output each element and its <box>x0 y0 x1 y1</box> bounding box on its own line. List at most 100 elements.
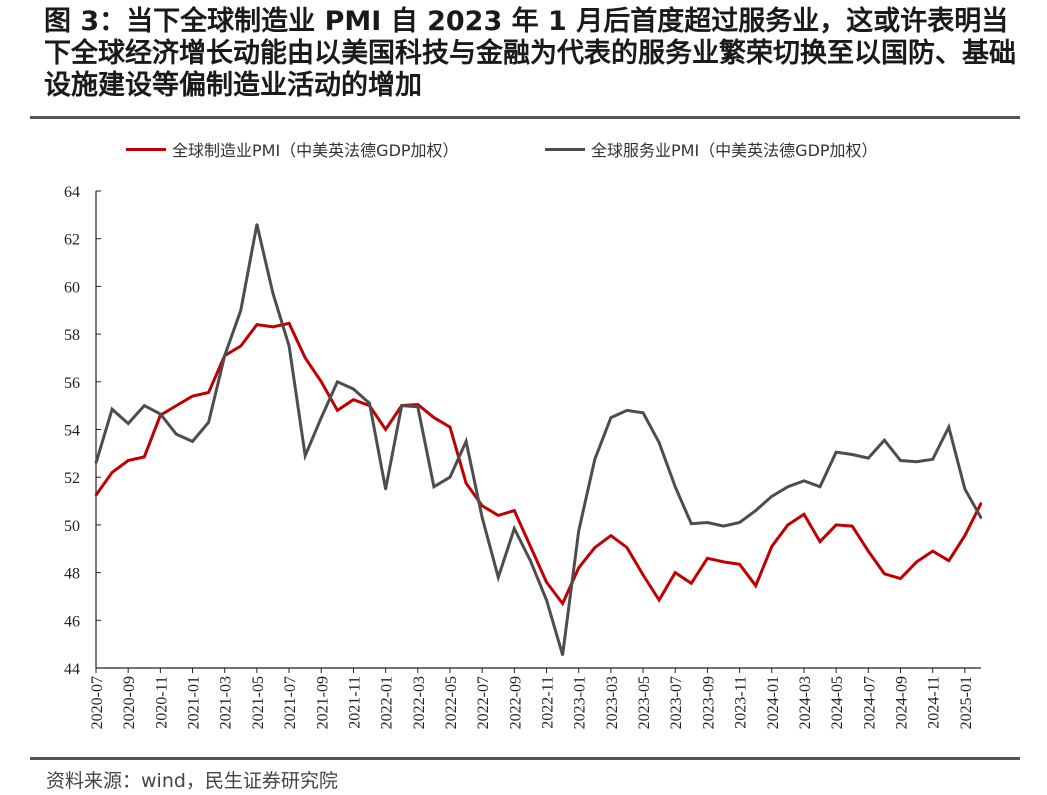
data-point-services <box>110 408 114 411</box>
y-tick-label: 52 <box>64 470 80 487</box>
x-tick-label: 2021-05 <box>250 676 267 729</box>
data-point-manufacturing <box>802 512 806 516</box>
chart-title: 图 3：当下全球制造业 PMI 自 2023 年 1 月后首度超过服务业，这或许… <box>44 6 1016 101</box>
x-tick-label: 2024-03 <box>797 676 814 729</box>
legend-item-services: 全球服务业PMI（中美英法德GDP加权） <box>545 137 878 161</box>
data-point-manufacturing <box>899 577 902 580</box>
data-point-services <box>416 405 419 409</box>
data-point-services <box>979 516 983 519</box>
data-point-manufacturing <box>175 404 178 407</box>
data-point-manufacturing <box>384 428 387 431</box>
data-point-manufacturing <box>497 514 500 517</box>
data-point-services <box>802 479 806 482</box>
data-point-manufacturing <box>287 322 291 325</box>
data-point-manufacturing <box>867 549 870 553</box>
data-point-services <box>159 412 162 416</box>
x-tick-label: 2020-07 <box>89 676 106 729</box>
series-line-services <box>94 224 983 656</box>
data-point-services <box>947 425 950 429</box>
data-point-manufacturing <box>818 540 822 543</box>
data-point-services <box>480 516 484 519</box>
title-rule <box>30 116 1020 119</box>
data-point-services <box>223 354 226 357</box>
data-point-services <box>464 440 468 443</box>
x-tick-label: 2020-11 <box>153 676 170 729</box>
data-point-services <box>690 522 693 525</box>
x-tick-label: 2020-09 <box>121 676 138 729</box>
data-point-services <box>143 404 146 407</box>
legend-swatch-services <box>545 147 585 151</box>
x-tick-label: 2023-05 <box>636 676 653 729</box>
x-tick-label: 2021-03 <box>218 676 235 729</box>
data-point-services <box>303 454 307 457</box>
data-point-manufacturing <box>545 580 548 584</box>
data-point-services <box>529 559 532 562</box>
series-line-manufacturing <box>94 321 983 607</box>
y-tick-label: 56 <box>64 375 80 392</box>
data-point-services <box>818 485 822 488</box>
data-point-services <box>191 440 194 443</box>
y-tick-label: 58 <box>64 327 80 344</box>
data-point-services <box>271 292 275 295</box>
data-point-manufacturing <box>239 344 243 348</box>
data-point-manufacturing <box>706 557 709 560</box>
y-tick-label: 60 <box>64 279 80 296</box>
x-tick-label: 2024-09 <box>894 676 911 729</box>
data-point-services <box>497 576 500 579</box>
x-tick-label: 2022-05 <box>443 676 460 729</box>
data-point-manufacturing <box>110 471 114 474</box>
data-point-services <box>336 380 339 383</box>
data-point-services <box>126 422 130 425</box>
data-point-services <box>834 450 838 454</box>
data-point-manufacturing <box>674 571 677 574</box>
x-tick-label: 2022-09 <box>507 676 524 729</box>
data-point-services <box>384 487 387 491</box>
data-point-services <box>770 495 773 498</box>
x-tick-label: 2023-11 <box>733 676 750 729</box>
data-point-manufacturing <box>191 394 194 398</box>
data-point-services <box>175 433 178 436</box>
y-tick-label: 50 <box>64 518 80 535</box>
data-point-services <box>722 524 725 528</box>
data-point-manufacturing <box>609 534 613 537</box>
data-point-services <box>320 416 323 419</box>
data-point-manufacturing <box>770 545 773 548</box>
data-point-manufacturing <box>126 459 130 462</box>
data-point-manufacturing <box>931 549 934 553</box>
data-point-services <box>352 387 355 391</box>
x-tick-label: 2022-01 <box>379 676 396 729</box>
data-point-manufacturing <box>529 545 532 548</box>
x-tick-label: 2023-09 <box>700 676 717 729</box>
data-point-services <box>931 458 934 461</box>
data-point-services <box>368 402 371 405</box>
data-point-manufacturing <box>480 504 484 508</box>
legend-label-services: 全球服务业PMI（中美英法德GDP加权） <box>591 141 878 160</box>
data-point-manufacturing <box>464 481 468 485</box>
legend-item-manufacturing: 全球制造业PMI（中美英法德GDP加权） <box>126 137 459 161</box>
data-point-manufacturing <box>271 325 275 329</box>
data-point-manufacturing <box>416 403 419 406</box>
data-point-manufacturing <box>577 566 580 570</box>
data-point-services <box>207 421 210 424</box>
data-point-services <box>786 485 790 488</box>
data-point-manufacturing <box>94 493 98 497</box>
data-point-manufacturing <box>561 602 564 605</box>
data-point-manufacturing <box>207 391 210 394</box>
data-point-manufacturing <box>738 563 741 566</box>
y-tick-label: 44 <box>64 661 80 678</box>
legend-swatch-manufacturing <box>126 147 166 151</box>
x-tick-label: 2023-01 <box>572 676 589 729</box>
data-point-manufacturing <box>593 546 596 549</box>
legend: 全球制造业PMI（中美英法德GDP加权） 全球服务业PMI（中美英法德GDP加权… <box>0 137 1047 163</box>
data-point-services <box>625 409 629 412</box>
x-tick-label: 2025-01 <box>958 676 975 729</box>
data-point-manufacturing <box>754 584 757 587</box>
data-point-manufacturing <box>352 398 355 401</box>
data-point-services <box>738 521 741 524</box>
data-point-manufacturing <box>625 546 629 549</box>
x-tick-label: 2022-07 <box>475 676 492 729</box>
x-tick-label: 2024-01 <box>765 676 782 729</box>
data-point-services <box>641 411 645 415</box>
data-point-manufacturing <box>834 523 838 527</box>
